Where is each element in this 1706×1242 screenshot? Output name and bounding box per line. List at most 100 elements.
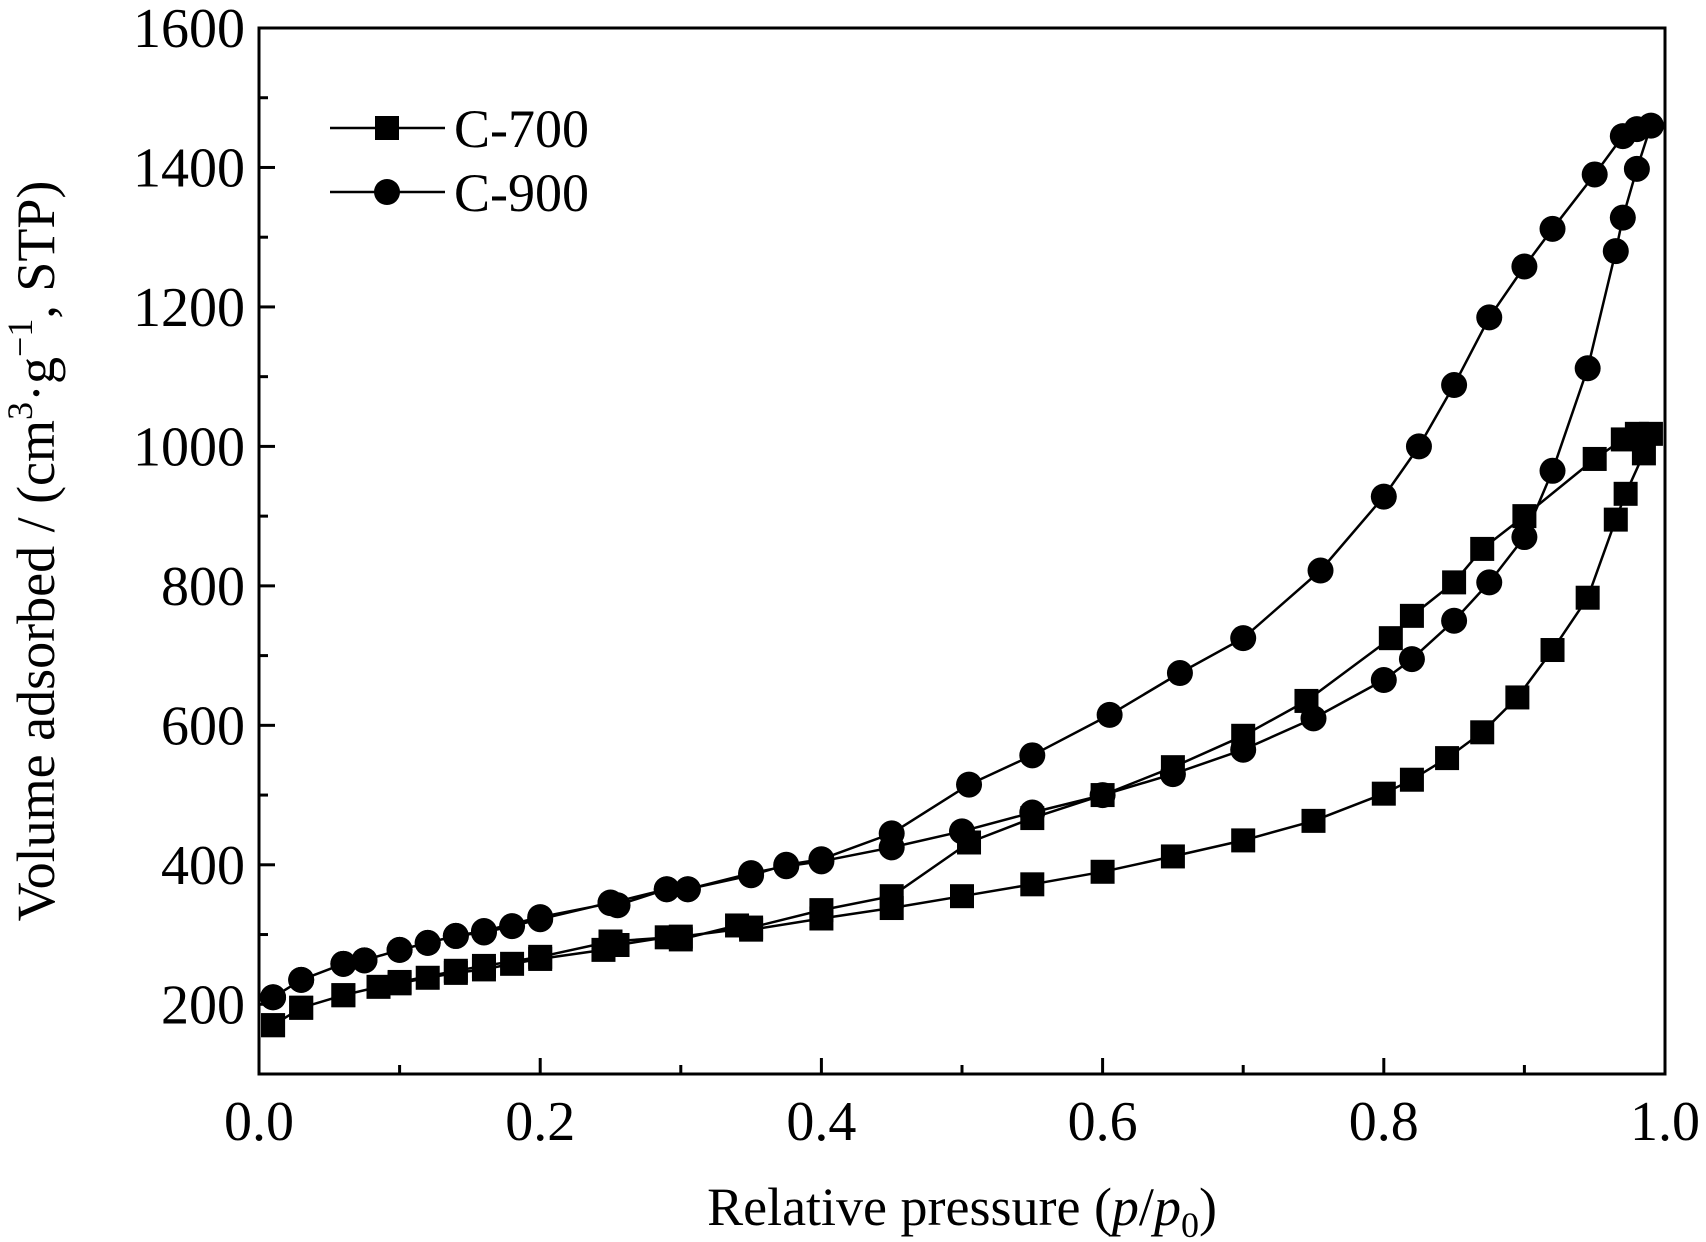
legend-marker-c-900 (374, 179, 400, 205)
data-point-c-900 (1230, 625, 1257, 652)
y-axis-title-mid: ·g (6, 357, 66, 402)
data-point-c-900 (1609, 204, 1636, 231)
data-point-c-900 (597, 890, 624, 917)
data-point-c-900 (674, 876, 701, 903)
data-point-c-900 (351, 947, 378, 974)
legend-label-c-900: C-900 (454, 163, 589, 223)
data-point-c-700 (1603, 507, 1628, 532)
x-tick-label: 0.8 (1349, 1091, 1419, 1153)
data-point-c-700 (387, 969, 412, 994)
data-point-c-700 (1399, 767, 1424, 792)
data-point-c-900 (330, 950, 357, 977)
data-point-c-700 (500, 951, 525, 976)
x-axis-title: Relative pressure (p/p0) (707, 1177, 1217, 1242)
data-point-c-700 (1301, 808, 1326, 833)
y-axis-title-sup3: 3 (0, 402, 40, 420)
x-tick-label: 0.0 (224, 1091, 294, 1153)
data-point-c-700 (528, 944, 553, 969)
data-point-c-700 (1378, 626, 1403, 651)
data-point-c-700 (1540, 638, 1565, 663)
data-point-c-900 (1511, 524, 1538, 551)
data-point-c-900 (527, 904, 554, 931)
data-point-c-700 (879, 884, 904, 909)
data-point-c-900 (1602, 238, 1629, 265)
data-point-c-700 (809, 898, 834, 923)
data-point-c-900 (386, 936, 413, 963)
x-tick-label: 0.2 (505, 1091, 575, 1153)
data-point-c-700 (1470, 720, 1495, 745)
y-axis-title-sup-neg1: −1 (0, 319, 40, 357)
y-axis-title-suffix: , STP) (6, 181, 66, 319)
data-point-c-900 (470, 918, 497, 945)
x-axis-title-suffix: ) (1199, 1177, 1217, 1237)
data-point-c-700 (366, 974, 391, 999)
data-point-c-700 (1231, 828, 1256, 853)
data-point-c-900 (1159, 761, 1186, 788)
series-c-700 (261, 421, 1663, 1038)
data-point-c-900 (1370, 483, 1397, 510)
data-point-c-900 (1476, 569, 1503, 596)
y-tick-label: 1000 (133, 416, 245, 478)
data-point-c-900 (442, 922, 469, 949)
data-point-c-700 (1020, 872, 1045, 897)
x-axis-title-p: p (1108, 1177, 1139, 1237)
legend-item-c-700: C-700 (330, 99, 589, 159)
data-point-c-700 (1371, 781, 1396, 806)
data-point-c-700 (598, 929, 623, 954)
data-point-c-700 (1442, 570, 1467, 595)
data-point-c-900 (956, 771, 983, 798)
data-point-c-700 (1090, 859, 1115, 884)
data-point-c-900 (1398, 646, 1425, 673)
y-axis-title: Volume adsorbed / (cm3·g−1, STP) (0, 181, 66, 922)
data-point-c-900 (1019, 799, 1046, 826)
data-point-c-900 (653, 876, 680, 903)
data-point-c-700 (1613, 481, 1638, 506)
data-point-c-700 (1582, 446, 1607, 471)
data-point-c-900 (1230, 736, 1257, 763)
x-tick-labels: 0.0 0.2 0.4 0.6 0.8 1.0 (224, 1091, 1700, 1153)
data-point-c-900 (1539, 215, 1566, 242)
data-point-c-900 (738, 862, 765, 889)
y-tick-label: 1200 (133, 277, 245, 339)
data-point-c-700 (1160, 844, 1185, 869)
data-point-c-700 (950, 884, 974, 909)
y-tick-labels: 200 400 600 800 1000 1200 1400 1600 (133, 0, 245, 1036)
data-point-c-900 (1574, 355, 1601, 382)
data-point-c-900 (1370, 667, 1397, 694)
y-tick-label: 600 (161, 695, 245, 757)
legend-item-c-900: C-900 (330, 163, 589, 223)
data-point-c-700 (261, 1013, 286, 1038)
data-point-c-900 (499, 913, 526, 940)
x-axis-title-slash: / (1139, 1177, 1154, 1237)
y-tick-label: 200 (161, 974, 245, 1036)
data-point-c-900 (878, 820, 905, 847)
data-point-c-900 (1307, 557, 1334, 584)
data-point-c-900 (1019, 742, 1046, 769)
series-group (260, 112, 1664, 1038)
data-point-c-900 (414, 929, 441, 956)
data-point-c-700 (1575, 585, 1600, 610)
x-tick-label: 1.0 (1630, 1091, 1700, 1153)
data-point-c-900 (1539, 457, 1566, 484)
y-tick-label: 400 (161, 835, 245, 897)
data-point-c-700 (1610, 427, 1635, 452)
data-point-c-900 (949, 818, 975, 845)
data-point-c-900 (808, 846, 835, 873)
legend-label-c-700: C-700 (454, 99, 589, 159)
plot-frame (257, 26, 1667, 1076)
data-point-c-900 (260, 984, 287, 1011)
x-axis-title-p0: p (1150, 1177, 1181, 1237)
data-point-c-700 (443, 958, 468, 983)
data-point-c-700 (739, 915, 764, 940)
series-c-900 (260, 112, 1664, 1011)
data-point-c-900 (1405, 433, 1432, 460)
data-point-c-900 (1166, 660, 1193, 687)
data-point-c-900 (1096, 701, 1123, 728)
data-point-c-900 (1476, 304, 1503, 331)
data-point-c-700 (668, 924, 693, 949)
data-point-c-900 (1581, 161, 1608, 188)
data-point-c-700 (1435, 746, 1460, 771)
x-tick-label: 0.6 (1068, 1091, 1138, 1153)
